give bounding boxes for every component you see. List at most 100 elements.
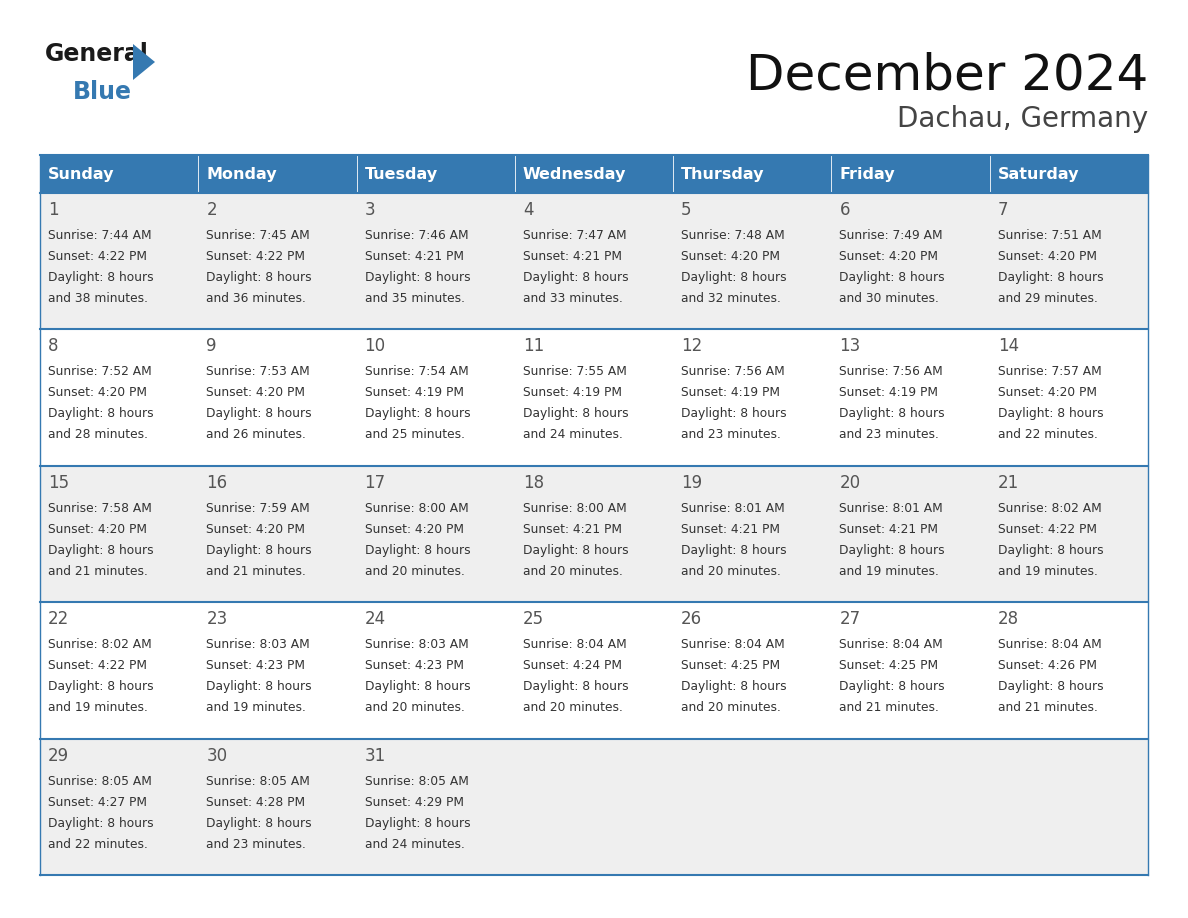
Text: Daylight: 8 hours: Daylight: 8 hours xyxy=(998,680,1104,693)
Text: Sunrise: 7:56 AM: Sunrise: 7:56 AM xyxy=(840,365,943,378)
Text: and 22 minutes.: and 22 minutes. xyxy=(48,837,147,851)
Text: General: General xyxy=(45,42,148,66)
Bar xyxy=(40,330,198,465)
Text: Sunrise: 7:44 AM: Sunrise: 7:44 AM xyxy=(48,229,152,242)
Text: Daylight: 8 hours: Daylight: 8 hours xyxy=(681,543,786,557)
Text: and 28 minutes.: and 28 minutes. xyxy=(48,429,148,442)
Bar xyxy=(514,602,674,739)
Text: Sunrise: 8:03 AM: Sunrise: 8:03 AM xyxy=(365,638,468,651)
Text: and 24 minutes.: and 24 minutes. xyxy=(365,837,465,851)
Text: 21: 21 xyxy=(998,474,1019,492)
Text: Sunset: 4:21 PM: Sunset: 4:21 PM xyxy=(523,522,621,536)
Text: Friday: Friday xyxy=(840,166,895,182)
Text: Daylight: 8 hours: Daylight: 8 hours xyxy=(840,271,944,284)
Text: and 21 minutes.: and 21 minutes. xyxy=(840,701,940,714)
Text: Daylight: 8 hours: Daylight: 8 hours xyxy=(48,408,153,420)
Bar xyxy=(674,602,832,739)
Text: Sunset: 4:22 PM: Sunset: 4:22 PM xyxy=(207,250,305,263)
Bar xyxy=(198,330,356,465)
Bar xyxy=(674,465,832,602)
Text: Sunset: 4:27 PM: Sunset: 4:27 PM xyxy=(48,796,147,809)
Text: Sunrise: 8:04 AM: Sunrise: 8:04 AM xyxy=(523,638,626,651)
Text: Daylight: 8 hours: Daylight: 8 hours xyxy=(48,817,153,830)
Text: Sunset: 4:20 PM: Sunset: 4:20 PM xyxy=(48,522,147,536)
Bar xyxy=(198,193,356,330)
Text: and 19 minutes.: and 19 minutes. xyxy=(998,565,1098,577)
Bar xyxy=(832,330,990,465)
Text: Sunrise: 8:02 AM: Sunrise: 8:02 AM xyxy=(998,502,1101,515)
Text: and 24 minutes.: and 24 minutes. xyxy=(523,429,623,442)
Text: 8: 8 xyxy=(48,338,58,355)
Text: Sunrise: 8:04 AM: Sunrise: 8:04 AM xyxy=(681,638,785,651)
Bar xyxy=(356,193,514,330)
Text: Sunrise: 8:01 AM: Sunrise: 8:01 AM xyxy=(840,502,943,515)
Bar xyxy=(674,155,832,193)
Text: 16: 16 xyxy=(207,474,227,492)
Text: Monday: Monday xyxy=(207,166,277,182)
Text: and 32 minutes.: and 32 minutes. xyxy=(681,292,781,305)
Text: and 23 minutes.: and 23 minutes. xyxy=(681,429,781,442)
Text: and 26 minutes.: and 26 minutes. xyxy=(207,429,307,442)
Text: and 33 minutes.: and 33 minutes. xyxy=(523,292,623,305)
Text: Sunset: 4:19 PM: Sunset: 4:19 PM xyxy=(840,386,939,399)
Text: Sunrise: 7:57 AM: Sunrise: 7:57 AM xyxy=(998,365,1101,378)
Text: 19: 19 xyxy=(681,474,702,492)
Text: Sunset: 4:24 PM: Sunset: 4:24 PM xyxy=(523,659,621,672)
Text: Dachau, Germany: Dachau, Germany xyxy=(897,105,1148,133)
Text: 27: 27 xyxy=(840,610,860,628)
Bar xyxy=(674,739,832,875)
Text: Sunset: 4:20 PM: Sunset: 4:20 PM xyxy=(840,250,939,263)
Bar xyxy=(198,155,356,193)
Text: and 20 minutes.: and 20 minutes. xyxy=(523,565,623,577)
Text: 6: 6 xyxy=(840,201,849,219)
Text: Sunrise: 8:05 AM: Sunrise: 8:05 AM xyxy=(365,775,468,788)
Text: and 35 minutes.: and 35 minutes. xyxy=(365,292,465,305)
Bar xyxy=(514,739,674,875)
Text: Sunset: 4:19 PM: Sunset: 4:19 PM xyxy=(523,386,621,399)
Text: 25: 25 xyxy=(523,610,544,628)
Text: Sunrise: 7:55 AM: Sunrise: 7:55 AM xyxy=(523,365,627,378)
Text: Daylight: 8 hours: Daylight: 8 hours xyxy=(681,680,786,693)
Text: Blue: Blue xyxy=(72,80,132,104)
Bar xyxy=(40,465,198,602)
Polygon shape xyxy=(133,44,154,80)
Text: Sunrise: 7:46 AM: Sunrise: 7:46 AM xyxy=(365,229,468,242)
Text: 26: 26 xyxy=(681,610,702,628)
Text: Sunset: 4:23 PM: Sunset: 4:23 PM xyxy=(365,659,463,672)
Bar xyxy=(832,193,990,330)
Text: Daylight: 8 hours: Daylight: 8 hours xyxy=(840,543,944,557)
Text: Sunset: 4:21 PM: Sunset: 4:21 PM xyxy=(523,250,621,263)
Text: Sunrise: 8:03 AM: Sunrise: 8:03 AM xyxy=(207,638,310,651)
Text: Sunset: 4:28 PM: Sunset: 4:28 PM xyxy=(207,796,305,809)
Text: Daylight: 8 hours: Daylight: 8 hours xyxy=(365,817,470,830)
Text: 18: 18 xyxy=(523,474,544,492)
Text: 11: 11 xyxy=(523,338,544,355)
Text: 30: 30 xyxy=(207,746,227,765)
Text: Sunset: 4:25 PM: Sunset: 4:25 PM xyxy=(681,659,781,672)
Text: and 20 minutes.: and 20 minutes. xyxy=(365,701,465,714)
Text: 15: 15 xyxy=(48,474,69,492)
Text: Sunday: Sunday xyxy=(48,166,114,182)
Text: and 22 minutes.: and 22 minutes. xyxy=(998,429,1098,442)
Text: Daylight: 8 hours: Daylight: 8 hours xyxy=(681,271,786,284)
Text: Daylight: 8 hours: Daylight: 8 hours xyxy=(207,271,312,284)
Bar xyxy=(198,465,356,602)
Text: Sunrise: 8:04 AM: Sunrise: 8:04 AM xyxy=(840,638,943,651)
Text: 3: 3 xyxy=(365,201,375,219)
Text: Sunrise: 7:59 AM: Sunrise: 7:59 AM xyxy=(207,502,310,515)
Bar xyxy=(674,193,832,330)
Text: Daylight: 8 hours: Daylight: 8 hours xyxy=(681,408,786,420)
Text: 28: 28 xyxy=(998,610,1019,628)
Text: Thursday: Thursday xyxy=(681,166,765,182)
Text: 7: 7 xyxy=(998,201,1009,219)
Text: Sunset: 4:21 PM: Sunset: 4:21 PM xyxy=(681,522,781,536)
Text: Sunset: 4:29 PM: Sunset: 4:29 PM xyxy=(365,796,463,809)
Text: and 23 minutes.: and 23 minutes. xyxy=(207,837,307,851)
Text: 24: 24 xyxy=(365,610,386,628)
Text: Daylight: 8 hours: Daylight: 8 hours xyxy=(523,408,628,420)
Text: Daylight: 8 hours: Daylight: 8 hours xyxy=(365,680,470,693)
Bar xyxy=(832,155,990,193)
Bar xyxy=(356,330,514,465)
Text: 9: 9 xyxy=(207,338,216,355)
Text: Daylight: 8 hours: Daylight: 8 hours xyxy=(523,271,628,284)
